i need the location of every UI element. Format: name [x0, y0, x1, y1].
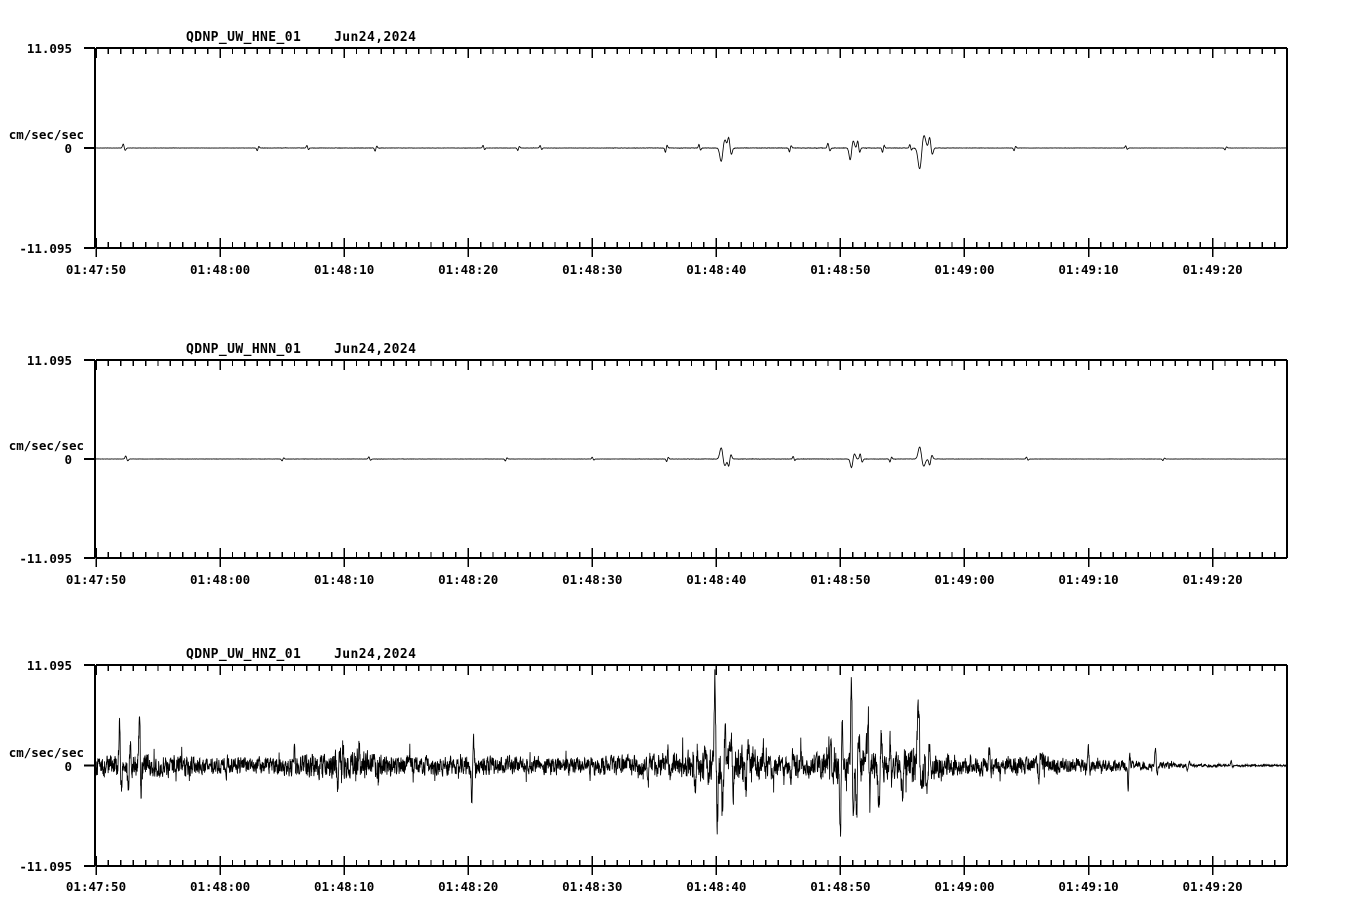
x-tick-label: 01:48:00: [189, 879, 251, 894]
x-tick-label: 01:49:00: [934, 879, 995, 894]
x-tick-label: 01:48:40: [686, 879, 747, 894]
x-tick-label: 01:47:50: [65, 879, 127, 894]
x-tick-label: 01:48:10: [314, 879, 375, 894]
waveform-trace: [95, 669, 1288, 837]
y-axis-unit-label: cm/sec/sec: [8, 438, 84, 453]
y-tick-label: -11.095: [19, 551, 72, 566]
x-tick-label: 01:48:50: [810, 262, 871, 277]
y-tick-label: 11.095: [26, 658, 72, 673]
x-tick-label: 01:49:00: [934, 262, 995, 277]
waveform-trace: [95, 135, 1288, 170]
x-tick-label: 01:49:00: [934, 572, 995, 587]
y-tick-label: 0: [64, 758, 72, 774]
x-tick-label: 01:48:40: [686, 572, 747, 587]
x-tick-label: 01:48:00: [189, 262, 251, 277]
y-axis-unit-label: cm/sec/sec: [8, 127, 84, 142]
panel-title: QDNP_UW_HNZ_01 Jun24,2024: [186, 647, 417, 662]
x-tick-label: 01:48:50: [810, 572, 871, 587]
x-tick-label: 01:48:50: [810, 879, 871, 894]
x-tick-label: 01:49:20: [1182, 572, 1243, 587]
x-tick-label: 01:48:10: [314, 572, 375, 587]
panel-title: QDNP_UW_HNN_01 Jun24,2024: [186, 342, 417, 357]
x-tick-label: 01:48:30: [562, 572, 623, 587]
x-tick-label: 01:48:10: [314, 262, 375, 277]
panel-title: QDNP_UW_HNE_01 Jun24,2024: [186, 30, 417, 45]
x-tick-label: 01:48:30: [562, 262, 623, 277]
y-tick-label: 11.095: [26, 41, 72, 56]
x-tick-label: 01:48:20: [438, 879, 499, 894]
x-tick-label: 01:49:20: [1182, 262, 1243, 277]
x-tick-label: 01:48:20: [438, 262, 499, 277]
waveform-trace: [95, 446, 1288, 469]
y-tick-label: 11.095: [26, 353, 72, 368]
x-tick-label: 01:48:00: [189, 572, 251, 587]
x-tick-label: 01:49:10: [1058, 879, 1119, 894]
x-tick-label: 01:49:10: [1058, 572, 1119, 587]
x-tick-label: 01:49:20: [1182, 879, 1243, 894]
y-tick-label: 0: [64, 452, 72, 467]
y-axis-unit-label: cm/sec/sec: [8, 744, 84, 760]
y-tick-label: -11.095: [19, 859, 72, 874]
x-tick-label: 01:48:40: [686, 262, 747, 277]
y-tick-label: 0: [64, 141, 72, 156]
x-tick-label: 01:49:10: [1058, 262, 1119, 277]
x-tick-label: 01:47:50: [65, 262, 127, 277]
x-tick-label: 01:47:50: [65, 572, 127, 587]
y-tick-label: -11.095: [19, 241, 72, 256]
x-tick-label: 01:48:20: [438, 572, 499, 587]
x-tick-label: 01:48:30: [562, 879, 623, 894]
